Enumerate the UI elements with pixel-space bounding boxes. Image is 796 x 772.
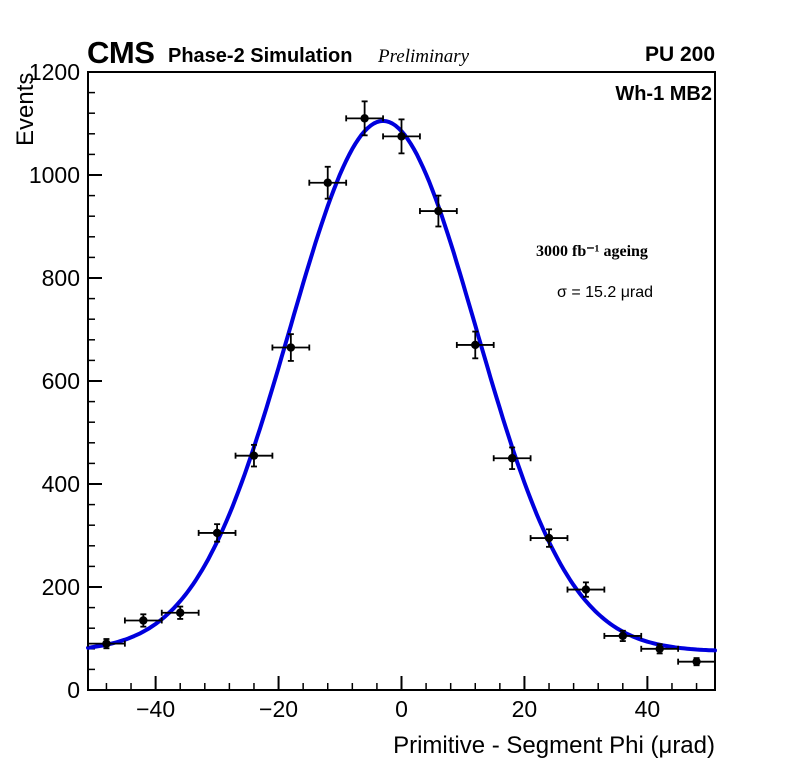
- x-tick-label: −40: [136, 696, 175, 722]
- data-point: [692, 657, 701, 666]
- data-point: [360, 114, 369, 123]
- x-tick-label: 40: [635, 696, 661, 722]
- x-axis-title: Primitive - Segment Phi (μrad): [393, 732, 715, 759]
- data-point: [249, 451, 259, 460]
- pileup-label: PU 200: [644, 43, 715, 66]
- data-point: [544, 533, 554, 543]
- y-tick-label: 800: [42, 265, 80, 291]
- station-label: Wh-1 MB2: [615, 83, 712, 105]
- data-point: [323, 178, 332, 187]
- data-point: [507, 454, 517, 463]
- data-point: [434, 206, 443, 216]
- fit-curve: [86, 118, 717, 653]
- data-point: [471, 340, 480, 350]
- y-tick-label: 400: [42, 471, 80, 497]
- y-axis-title: Events: [12, 72, 39, 146]
- phase2-simulation-label: Phase-2 Simulation: [168, 45, 353, 67]
- data-point: [139, 616, 148, 625]
- data-point: [655, 644, 664, 653]
- data-point: [176, 608, 185, 617]
- data-point: [618, 631, 627, 641]
- data-point: [286, 343, 296, 352]
- sigma-annotation: σ = 15.2 μrad: [557, 284, 654, 301]
- y-tick-label: 1000: [29, 162, 80, 188]
- y-tick-label: 1200: [29, 59, 80, 85]
- preliminary-label: Preliminary: [378, 46, 470, 67]
- ageing-annotation: 3000 fb⁻¹ ageing: [536, 243, 648, 260]
- x-tick-label: −20: [259, 696, 298, 722]
- data-point: [581, 585, 591, 594]
- y-tick-label: 200: [42, 574, 80, 600]
- cms-logo-text: CMS: [87, 35, 155, 70]
- data-point: [102, 639, 111, 648]
- data-point: [212, 528, 222, 538]
- y-tick-label: 600: [42, 368, 80, 394]
- y-tick-label: 0: [67, 677, 80, 703]
- data-point: [397, 132, 406, 141]
- x-tick-label: 20: [512, 696, 538, 722]
- x-tick-label: 0: [395, 696, 408, 722]
